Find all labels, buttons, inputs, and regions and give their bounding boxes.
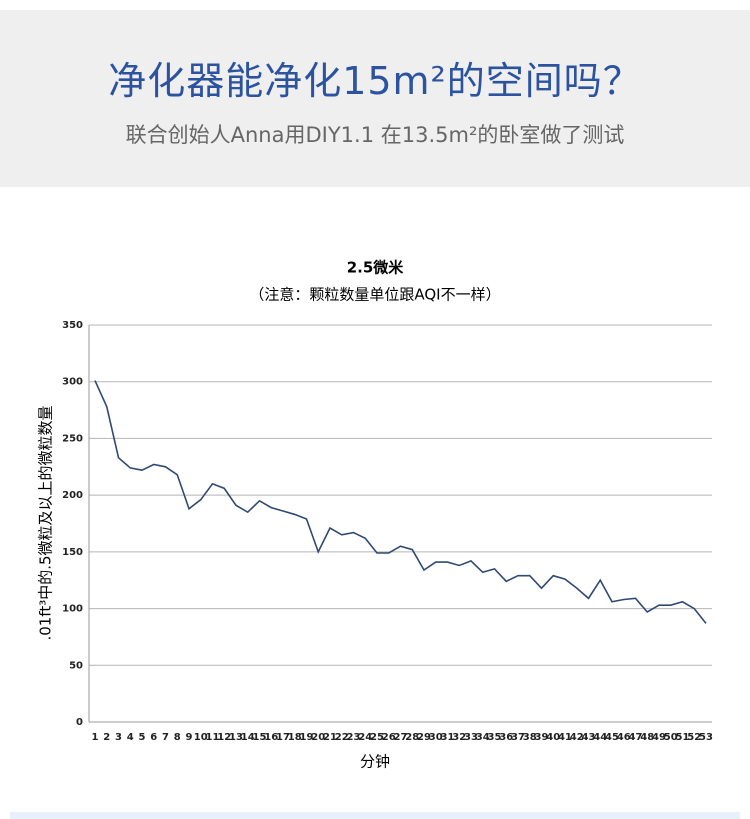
x-tick-label: 22 <box>335 732 349 743</box>
x-tick-label: 13 <box>229 732 243 743</box>
y-tick-label: 150 <box>62 547 83 558</box>
x-tick-label: 25 <box>370 732 384 743</box>
x-tick-label: 4 <box>127 732 134 743</box>
x-tick-label: 5 <box>139 732 146 743</box>
x-tick-label: 29 <box>417 732 431 743</box>
x-tick-label: 39 <box>535 732 549 743</box>
x-tick-label: 42 <box>570 732 584 743</box>
x-tick-label: 30 <box>429 732 443 743</box>
x-tick-label: 45 <box>605 732 619 743</box>
x-tick-label: 43 <box>582 732 596 743</box>
x-tick-label: 18 <box>288 732 302 743</box>
x-tick-label: 27 <box>394 732 408 743</box>
x-tick-label: 41 <box>558 732 572 743</box>
x-tick-label: 14 <box>241 732 255 743</box>
x-tick-label: 33 <box>464 732 478 743</box>
y-tick-label: 250 <box>62 433 83 444</box>
x-tick-label: 2 <box>103 732 110 743</box>
x-tick-label: 10 <box>194 732 208 743</box>
x-tick-label: 28 <box>405 732 419 743</box>
subtitle: 联合创始人Anna用DIY1.1 在13.5m²的卧室做了测试 <box>125 123 625 147</box>
chart-title: 2.5微米 <box>347 259 405 277</box>
x-tick-label: 46 <box>617 732 631 743</box>
y-tick-label: 50 <box>69 660 83 671</box>
title: 净化器能净化15m²的空间吗？ <box>108 59 642 103</box>
x-tick-label: 49 <box>652 732 666 743</box>
y-axis-label: .01ft³中的.5微粒及以上的微粒数量 <box>37 405 55 640</box>
x-tick-label: 53 <box>699 732 713 743</box>
x-tick-label: 50 <box>664 732 678 743</box>
x-tick-label: 7 <box>162 732 169 743</box>
x-tick-label: 17 <box>276 732 290 743</box>
x-tick-label: 52 <box>687 732 701 743</box>
x-tick-label: 47 <box>629 732 643 743</box>
x-tick-label: 15 <box>253 732 267 743</box>
x-tick-label: 51 <box>676 732 690 743</box>
x-tick-label: 44 <box>593 732 607 743</box>
x-tick-label: 23 <box>347 732 361 743</box>
x-tick-label: 3 <box>115 732 122 743</box>
x-tick-label: 19 <box>300 732 314 743</box>
x-tick-label: 35 <box>488 732 502 743</box>
x-tick-label: 6 <box>150 732 157 743</box>
x-tick-label: 48 <box>640 732 654 743</box>
x-tick-label: 38 <box>523 732 537 743</box>
footer-band <box>10 812 740 819</box>
x-tick-label: 36 <box>499 732 513 743</box>
x-tick-label: 24 <box>358 732 372 743</box>
y-tick-label: 300 <box>62 377 83 388</box>
x-tick-label: 16 <box>264 732 278 743</box>
x-tick-label: 12 <box>217 732 231 743</box>
x-tick-label: 9 <box>186 732 193 743</box>
x-tick-label: 31 <box>441 732 455 743</box>
header: 净化器能净化15m²的空间吗？ 联合创始人Anna用DIY1.1 在13.5m²… <box>0 10 750 187</box>
y-tick-label: 100 <box>62 604 83 615</box>
y-tick-label: 0 <box>76 717 83 728</box>
x-tick-label: 8 <box>174 732 181 743</box>
x-tick-label: 32 <box>452 732 466 743</box>
y-tick-label: 200 <box>62 490 83 501</box>
line <box>94 380 707 624</box>
x-tick-label: 26 <box>382 732 396 743</box>
x-tick-label: 21 <box>323 732 337 743</box>
x-tick-label: 40 <box>546 732 560 743</box>
y-tick-label: 350 <box>62 320 83 331</box>
x-axis-label: 分钟 <box>360 753 390 771</box>
x-tick-label: 37 <box>511 732 525 743</box>
x-tick-label: 1 <box>92 732 99 743</box>
x-tick-label: 34 <box>476 732 490 743</box>
x-tick-label: 11 <box>206 732 220 743</box>
x-tick-label: 20 <box>311 732 325 743</box>
chart-subtitle: （注意：颗粒数量单位跟AQI不一样） <box>249 286 500 304</box>
